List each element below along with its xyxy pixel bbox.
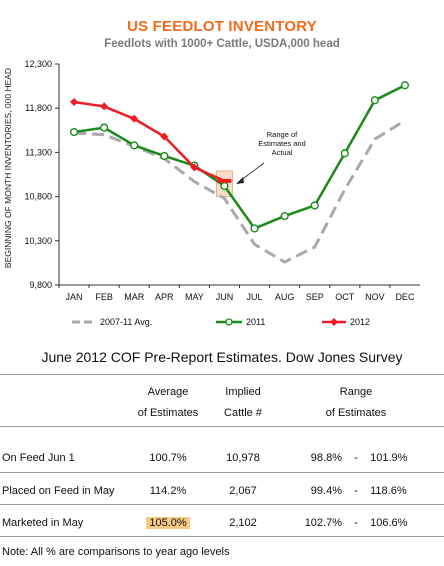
row-range: 102.7% - 106.6% xyxy=(296,517,444,529)
x-tick-label: AUG xyxy=(275,292,295,302)
legend-label-2011: 2011 xyxy=(246,317,265,327)
series-2011-point xyxy=(310,201,319,210)
annotation-text: Estimates and xyxy=(258,139,306,148)
series-line-2012 xyxy=(73,100,225,183)
series-2011-point xyxy=(130,141,139,150)
legend-marker-2012 xyxy=(330,318,338,326)
range-low: 99.4% xyxy=(310,485,342,497)
x-tick-label: SEP xyxy=(306,292,324,302)
series-2011-point xyxy=(340,149,349,158)
row-label: Placed on Feed in May xyxy=(2,485,115,497)
header-average: Average xyxy=(147,386,189,398)
series-2011-point xyxy=(250,224,259,233)
series-2011-point xyxy=(220,181,229,191)
table-top-rule xyxy=(0,374,444,375)
series-2012-point xyxy=(217,178,232,183)
x-tick-label: APR xyxy=(155,292,174,302)
row-average: 105.0% xyxy=(130,517,206,529)
row-label: On Feed Jun 1 xyxy=(2,452,75,464)
y-tick-label: 11,800 xyxy=(25,103,52,113)
series-2012-point xyxy=(160,132,169,141)
header-implied: Implied xyxy=(225,386,261,398)
series-2011-point xyxy=(280,211,289,221)
annotation-arrow xyxy=(239,162,265,182)
table-header-rule xyxy=(0,426,444,427)
annotation-text: Range of xyxy=(267,130,298,139)
annotation-text: Actual xyxy=(272,148,293,157)
series-2012-point xyxy=(70,98,79,107)
x-tick-label: MAY xyxy=(185,292,204,302)
row-rule xyxy=(0,504,444,505)
series-2012-point xyxy=(130,114,139,123)
y-tick-label: 12,300 xyxy=(24,59,52,69)
survey-title: June 2012 COF Pre-Report Estimates. Dow … xyxy=(41,349,403,365)
legend-marker-2011 xyxy=(225,318,233,326)
legend-label-2007-11-avg: 2007-11 Avg. xyxy=(100,317,152,327)
legend-label-2012: 2012 xyxy=(350,317,370,327)
line-chart: 9,800 10,300 10,800 11,300 11,800 12,300 JAN FE… xyxy=(24,59,420,327)
row-average: 114.2% xyxy=(149,485,187,497)
x-tick-label: NOV xyxy=(365,292,385,302)
series-2011-point xyxy=(160,151,169,161)
series-2011-point xyxy=(100,123,109,132)
x-tick-label: JAN xyxy=(66,292,83,302)
series-2011-point xyxy=(400,81,410,90)
x-tick-label: DEC xyxy=(395,292,415,302)
range-low: 102.7% xyxy=(304,517,342,529)
y-tick-label: 11,300 xyxy=(25,147,52,157)
x-tick-label: JUN xyxy=(216,292,234,302)
row-implied: 2,067 xyxy=(229,485,257,497)
row-average: 100.7% xyxy=(149,452,187,464)
annotation-arrowhead xyxy=(236,177,244,184)
range-high: 106.6% xyxy=(370,517,408,529)
range-separator: - xyxy=(354,452,358,464)
y-tick-label: 10,800 xyxy=(24,192,52,202)
x-tick-label: OCT xyxy=(335,292,355,302)
x-tick-label: JUL xyxy=(247,292,263,302)
chart-subtitle: Feedlots with 1000+ Cattle, USDA,000 hea… xyxy=(104,38,340,50)
series-2011-point xyxy=(370,96,379,105)
range-separator: - xyxy=(354,517,358,529)
header-range-of-estimates: of Estimates xyxy=(325,407,387,419)
series-2012-point xyxy=(190,163,199,172)
highlighted-average: 105.0% xyxy=(146,517,190,529)
range-high: 118.6% xyxy=(370,485,407,497)
series-2011-point xyxy=(69,127,79,137)
x-tick-label: FEB xyxy=(95,292,113,302)
chart-title: US FEEDLOT INVENTORY xyxy=(127,18,317,35)
series-line-2011 xyxy=(73,84,406,230)
row-rule xyxy=(0,472,444,473)
header-range: Range xyxy=(339,386,373,398)
range-low: 98.8% xyxy=(310,452,342,464)
x-tick-label: MAR xyxy=(124,292,145,302)
range-high: 101.9% xyxy=(370,452,408,464)
footnote: Note: All % are comparisons to year ago … xyxy=(2,546,230,558)
row-range: 98.8% - 101.9% xyxy=(296,452,444,464)
table-bottom-rule xyxy=(0,536,444,537)
series-2012-point xyxy=(100,102,109,111)
row-range: 99.4% - 118.6% xyxy=(296,485,444,497)
range-separator: - xyxy=(354,485,358,497)
series-line-2007-11-avg xyxy=(73,119,406,264)
y-tick-label: 9,800 xyxy=(29,280,52,290)
row-implied: 2,102 xyxy=(229,517,257,529)
header-of-estimates: of Estimates xyxy=(137,407,199,419)
row-label: Marketed in May xyxy=(2,517,84,529)
header-cattle: Cattle # xyxy=(224,407,262,419)
row-implied: 10,978 xyxy=(226,452,260,464)
y-tick-label: 10,300 xyxy=(24,236,52,246)
